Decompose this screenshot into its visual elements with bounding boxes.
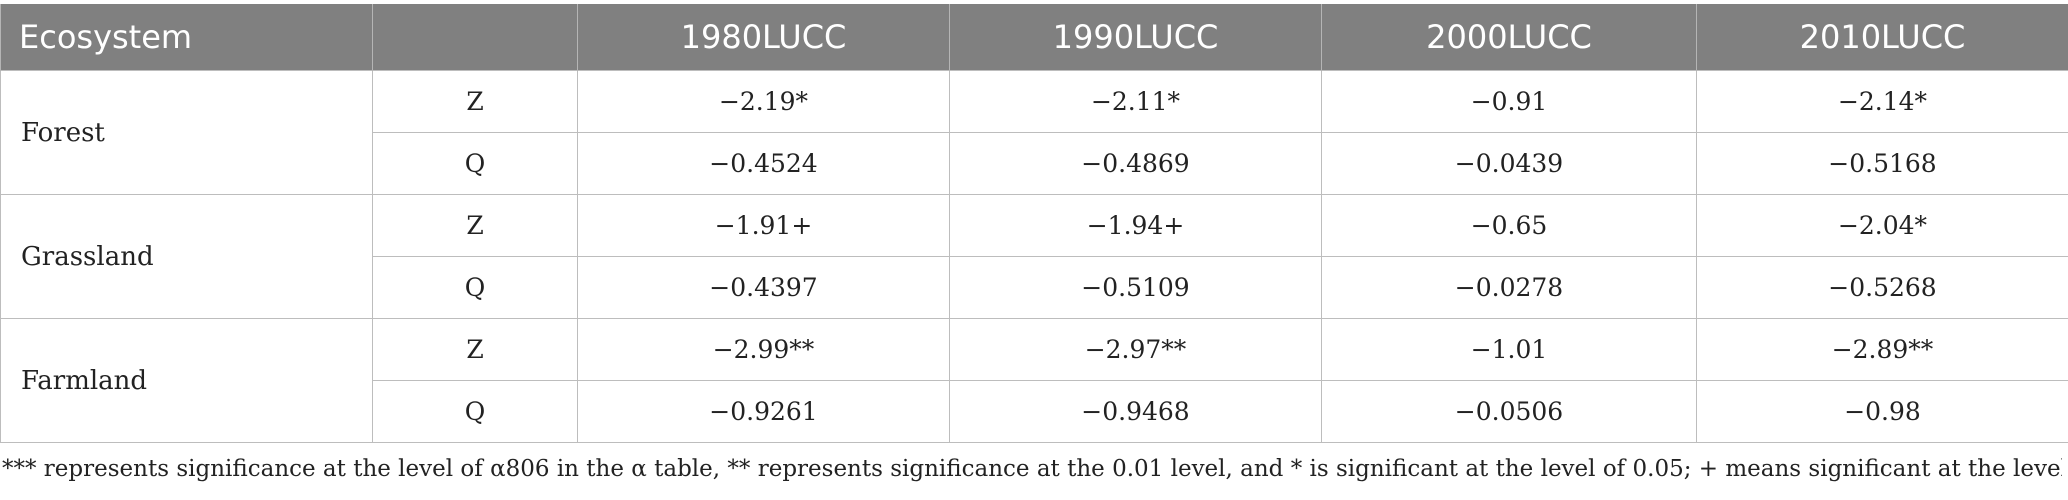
value-cell: −0.0278 [1321,256,1697,319]
header-2000lucc: 2000LUCC [1321,4,1697,71]
header-1980lucc: 1980LUCC [577,4,950,71]
value-cell: −0.5268 [1696,256,2068,319]
header-row: Ecosystem 1980LUCC 1990LUCC 2000LUCC 201… [0,4,2068,71]
value-cell: −0.65 [1321,194,1697,257]
value-cell: −0.9468 [949,380,1322,443]
stat-cell: Z [372,70,578,133]
value-cell: −2.19* [577,70,950,133]
value-cell: −2.89** [1696,318,2068,381]
ecosystem-cell: Grassland [0,194,373,319]
table-row: Farmland Z −2.99** −2.97** −1.01 −2.89** [0,318,2068,443]
results-table: Ecosystem 1980LUCC 1990LUCC 2000LUCC 201… [0,4,2068,443]
value-cell: −0.5168 [1696,132,2068,195]
value-cell: −0.0439 [1321,132,1697,195]
table-row: Grassland Z −1.91+ −1.94+ −0.65 −2.04* [0,194,2068,319]
table-row: Q −0.4397 −0.5109 −0.0278 −0.5268 [1,256,2068,319]
stat-cell: Q [372,380,578,443]
header-stat [372,4,578,71]
table-row: Q −0.9261 −0.9468 −0.0506 −0.98 [1,380,2068,443]
value-cell: −1.01 [1321,318,1697,381]
value-cell: −2.97** [949,318,1322,381]
results-table-container: Ecosystem 1980LUCC 1990LUCC 2000LUCC 201… [0,4,2068,443]
value-cell: −0.0506 [1321,380,1697,443]
value-cell: −1.91+ [577,194,950,257]
value-cell: −0.98 [1696,380,2068,443]
value-cell: −0.4524 [577,132,950,195]
ecosystem-cell: Farmland [0,318,373,443]
value-cell: −2.04* [1696,194,2068,257]
value-cell: −0.5109 [949,256,1322,319]
value-cell: −0.4869 [949,132,1322,195]
header-2010lucc: 2010LUCC [1696,4,2068,71]
table-footnote: *** represents significance at the level… [2,456,2062,482]
value-cell: −2.14* [1696,70,2068,133]
stat-cell: Q [372,256,578,319]
stat-cell: Q [372,132,578,195]
value-cell: −2.11* [949,70,1322,133]
stat-cell: Z [372,194,578,257]
ecosystem-cell: Forest [0,70,373,195]
header-1990lucc: 1990LUCC [949,4,1322,71]
table-row: Q −0.4524 −0.4869 −0.0439 −0.5168 [1,132,2068,195]
value-cell: −0.9261 [577,380,950,443]
value-cell: −2.99** [577,318,950,381]
header-ecosystem: Ecosystem [0,4,373,71]
value-cell: −1.94+ [949,194,1322,257]
value-cell: −0.91 [1321,70,1697,133]
table-row: Forest Z −2.19* −2.11* −0.91 −2.14* [0,70,2068,195]
stat-cell: Z [372,318,578,381]
value-cell: −0.4397 [577,256,950,319]
